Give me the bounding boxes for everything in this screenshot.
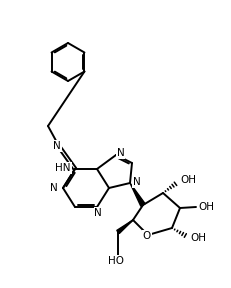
Text: N: N	[94, 208, 101, 218]
Text: OH: OH	[179, 175, 195, 185]
Text: N: N	[116, 148, 124, 158]
Text: N: N	[50, 183, 58, 193]
Text: OH: OH	[197, 202, 213, 212]
Polygon shape	[129, 183, 145, 206]
Text: N: N	[53, 141, 61, 151]
Text: N: N	[132, 177, 140, 187]
Polygon shape	[116, 220, 132, 234]
Text: OH: OH	[189, 233, 205, 243]
Text: HO: HO	[108, 256, 123, 266]
Text: HN: HN	[55, 163, 71, 173]
Text: O: O	[142, 231, 150, 241]
